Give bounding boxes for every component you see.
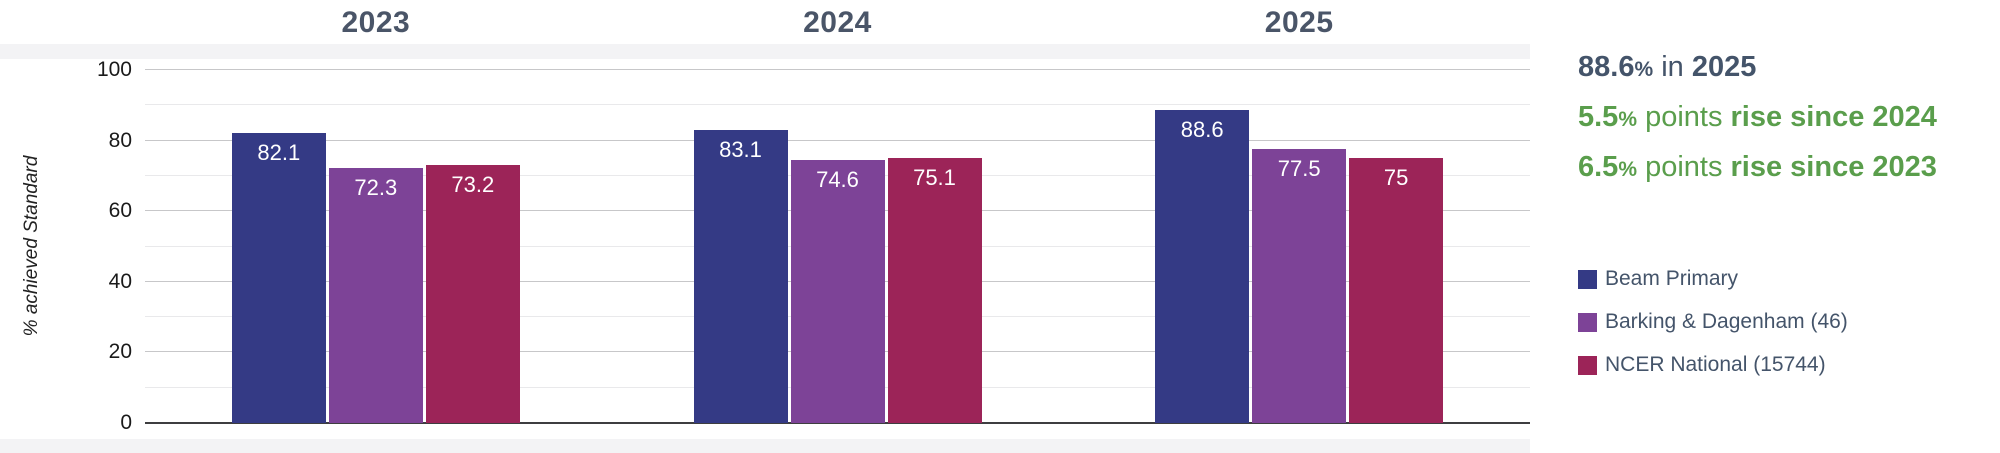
bar-chart: % achieved Standard 82.1 72.3 73.2 83.1 74.6…: [0, 6, 1530, 453]
bar: 75: [1349, 158, 1444, 423]
legend-item-beam-primary: Beam Primary: [1578, 268, 1848, 290]
bar-value-label: 72.3: [354, 174, 398, 200]
bar-value-label: 88.6: [1180, 117, 1224, 143]
category-label: 2025: [1264, 6, 1334, 39]
headline-number: 88.6: [1578, 51, 1635, 83]
legend: Beam Primary Barking & Dagenham (46) NCE…: [1578, 268, 1848, 397]
bar: 75.1: [887, 157, 982, 423]
legend-item-ncer-national: NCER National (15744): [1578, 354, 1848, 376]
bar-value-label: 75.1: [913, 164, 956, 190]
y-tick-label: 40: [108, 269, 132, 293]
bar: 77.5: [1252, 149, 1347, 423]
percent-sign: %: [1634, 58, 1654, 81]
legend-swatch-icon: [1578, 312, 1597, 332]
y-tick-label: 80: [108, 128, 132, 152]
bar-value-label: 74.6: [816, 166, 859, 192]
y-tick-label: 20: [108, 340, 132, 364]
rise-number: 6.5: [1578, 151, 1619, 183]
rise-bold-text: rise since 2023: [1730, 151, 1937, 183]
y-axis-title: % achieved Standard: [21, 155, 42, 337]
headline-latest-value: 88.6% in 2025: [1578, 50, 1756, 87]
legend-swatch-icon: [1578, 355, 1597, 375]
x-axis-line: [145, 422, 1530, 424]
below-axis-band: [0, 439, 1530, 453]
y-tick-label: 0: [120, 411, 132, 434]
percent-sign: %: [1618, 108, 1638, 131]
headline-year: 2025: [1691, 51, 1757, 83]
legend-label: NCER National (15744): [1605, 353, 1826, 376]
legend-label: Barking & Dagenham (46): [1605, 310, 1848, 333]
rise-number: 5.5: [1578, 101, 1619, 133]
bar: 74.6: [790, 159, 885, 423]
bar: 73.2: [425, 164, 520, 423]
gridline: [145, 104, 1530, 106]
percent-sign: %: [1618, 158, 1638, 181]
category-label: 2023: [341, 6, 411, 39]
rise-since-2024: 5.5% points rise since 2024: [1578, 100, 1937, 137]
gridline: [145, 139, 1530, 141]
summary-panel: 88.6% in 2025 5.5% points rise since 202…: [1578, 0, 2000, 453]
rise-text: points: [1637, 151, 1731, 183]
gridline: [145, 69, 1530, 70]
rise-since-2023: 6.5% points rise since 2023: [1578, 150, 1937, 187]
bar-value-label: 83.1: [719, 136, 762, 162]
bar-value-label: 82.1: [257, 140, 301, 166]
bar: 83.1: [693, 129, 788, 423]
y-tick-label: 100: [96, 58, 132, 81]
legend-swatch-icon: [1578, 269, 1597, 289]
rise-bold-text: rise since 2024: [1730, 101, 1937, 133]
headline-text: in: [1653, 51, 1692, 83]
bar-value-label: 73.2: [451, 171, 495, 197]
legend-item-barking-dagenham: Barking & Dagenham (46): [1578, 311, 1848, 333]
legend-label: Beam Primary: [1605, 267, 1739, 290]
bar: 82.1: [231, 133, 326, 423]
category-label: 2024: [803, 6, 872, 39]
bar: 72.3: [328, 167, 423, 423]
bar-value-label: 75: [1383, 165, 1409, 191]
rise-text: points: [1637, 101, 1731, 133]
plot-area: 82.1 72.3 73.2 83.1 74.6 75.1 88.6 77.5 75: [145, 69, 1530, 424]
bar: 88.6: [1155, 110, 1250, 423]
y-tick-label: 60: [108, 199, 132, 223]
bar-value-label: 77.5: [1277, 156, 1321, 182]
header-separator-band: [0, 44, 1530, 59]
